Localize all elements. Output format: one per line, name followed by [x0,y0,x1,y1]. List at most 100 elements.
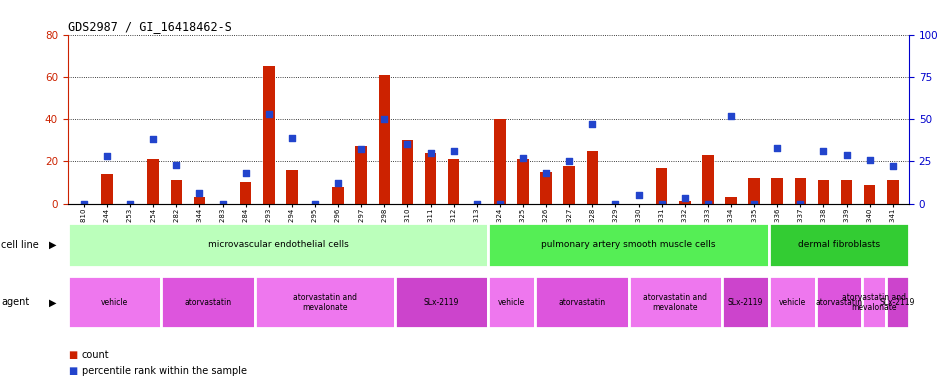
Text: SLx-2119: SLx-2119 [424,298,460,307]
Text: atorvastatin and
mevalonate: atorvastatin and mevalonate [842,293,906,312]
Bar [263,66,274,204]
Point [423,150,438,156]
Point [146,136,161,142]
Point [515,155,530,161]
Text: atorvastatin: atorvastatin [184,298,231,307]
Bar [447,159,460,204]
Bar [535,276,629,328]
Text: dermal fibroblasts: dermal fibroblasts [798,240,880,249]
Point [238,170,253,176]
Text: atorvastatin and
mevalonate: atorvastatin and mevalonate [643,293,707,312]
Text: atorvastatin: atorvastatin [558,298,605,307]
Bar [102,174,113,204]
Point [724,113,739,119]
Point [469,200,484,207]
Bar [540,172,552,204]
Bar [286,170,298,204]
Bar [148,159,159,204]
Bar [255,276,395,328]
Point [677,195,692,202]
Point [100,153,115,159]
Point [562,158,577,164]
Bar [333,187,344,204]
Point [770,145,785,151]
Point [76,200,91,207]
Bar [161,276,255,328]
Point [285,134,300,141]
Text: cell line: cell line [1,240,39,250]
Text: ■: ■ [68,350,77,360]
Point [446,148,462,154]
Bar [885,276,909,328]
Point [746,200,761,207]
Point [169,162,184,168]
Point [192,190,207,197]
Bar [68,223,489,267]
Bar [887,180,899,204]
Bar [722,276,769,328]
Text: SLx-2119: SLx-2119 [728,298,763,307]
Text: count: count [82,350,109,360]
Bar [401,140,414,204]
Bar [656,168,667,204]
Text: SLx-2119: SLx-2119 [880,298,915,307]
Point [608,200,623,207]
Point [585,121,600,127]
Bar [425,153,436,204]
Bar [769,223,909,267]
Bar [794,178,807,204]
Text: ▶: ▶ [49,240,56,250]
Bar [489,276,535,328]
Text: atorvastatin and
mevalonate: atorvastatin and mevalonate [292,293,357,312]
Point [215,200,230,207]
Bar [864,185,875,204]
Text: atorvastatin: atorvastatin [815,298,862,307]
Bar [489,223,769,267]
Text: percentile rank within the sample: percentile rank within the sample [82,366,247,376]
Bar [679,202,691,204]
Text: agent: agent [1,297,29,308]
Bar [587,151,598,204]
Point [353,146,368,152]
Bar [748,178,760,204]
Text: vehicle: vehicle [778,298,806,307]
Text: microvascular endothelial cells: microvascular endothelial cells [208,240,349,249]
Bar [702,155,713,204]
Point [539,170,554,176]
Point [816,148,831,154]
Text: vehicle: vehicle [498,298,525,307]
Bar [194,197,205,204]
Point [331,180,346,186]
Point [885,163,901,169]
Bar [629,276,722,328]
Point [839,151,854,157]
Bar [772,178,783,204]
Bar [769,276,816,328]
Point [261,111,276,117]
Bar [494,119,506,204]
Point [307,200,322,207]
Text: GDS2987 / GI_16418462-S: GDS2987 / GI_16418462-S [68,20,231,33]
Bar [240,182,251,204]
Point [654,200,669,207]
Point [700,200,715,207]
Point [377,116,392,122]
Point [122,200,137,207]
Bar [355,147,367,204]
Bar [726,197,737,204]
Text: ■: ■ [68,366,77,376]
Bar [170,180,182,204]
Bar [517,159,529,204]
Point [493,200,508,207]
Bar [840,180,853,204]
Bar [379,75,390,204]
Point [400,141,415,147]
Bar [862,276,885,328]
Bar [816,276,862,328]
Text: vehicle: vehicle [101,298,128,307]
Point [631,192,646,198]
Point [862,157,877,163]
Bar [395,276,489,328]
Text: pulmonary artery smooth muscle cells: pulmonary artery smooth muscle cells [541,240,715,249]
Bar [563,166,575,204]
